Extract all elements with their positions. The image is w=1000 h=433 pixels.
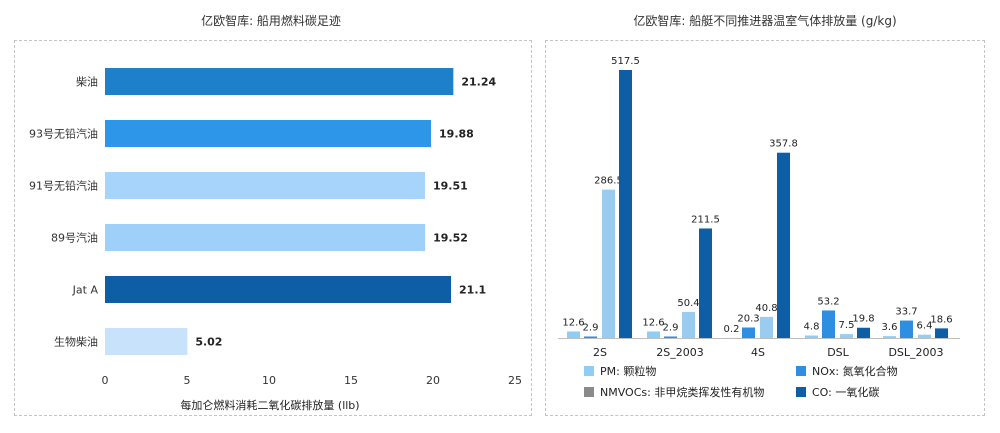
data-label-g1-s2: 50.4 bbox=[677, 298, 699, 309]
legend-swatch-2 bbox=[584, 387, 594, 397]
category-label-4: Jat A bbox=[72, 284, 99, 297]
bar-g0-s1 bbox=[584, 336, 597, 338]
bar-g4-s2 bbox=[918, 334, 931, 338]
legend-label-1: NOx: 氮氧化合物 bbox=[812, 364, 898, 378]
category-label-3: 89号汽油 bbox=[51, 231, 98, 245]
bar-g3-s3 bbox=[857, 327, 870, 338]
legend-swatch-3 bbox=[796, 387, 806, 397]
x-axis-label: 每加仑燃料消耗二氧化碳排放量 (llb) bbox=[180, 398, 359, 412]
legend-label-2: NMVOCs: 非甲烷类挥发性有机物 bbox=[600, 385, 764, 399]
data-label-g3-s2: 7.5 bbox=[839, 320, 855, 331]
bar-3 bbox=[105, 224, 426, 251]
data-label-g2-s2: 40.8 bbox=[755, 303, 777, 314]
data-label-g3-s3: 19.8 bbox=[852, 314, 874, 325]
data-label-g2-s3: 357.8 bbox=[769, 139, 798, 150]
data-label-g4-s3: 18.6 bbox=[930, 314, 952, 325]
value-label-0: 21.24 bbox=[461, 76, 496, 89]
bar-g0-s3 bbox=[619, 70, 632, 338]
bar-g0-s0 bbox=[567, 331, 580, 338]
bar-g1-s2 bbox=[682, 311, 695, 338]
data-label-g1-s3: 211.5 bbox=[691, 214, 720, 225]
left-chart-title: 亿欧智库: 船用燃料碳足迹 bbox=[201, 14, 341, 28]
data-label-g3-s1: 53.2 bbox=[817, 296, 839, 307]
data-label-g4-s1: 33.7 bbox=[895, 307, 917, 318]
bar-g2-s1 bbox=[742, 327, 755, 338]
bar-g3-s0 bbox=[805, 335, 818, 338]
category-label-0: 柴油 bbox=[76, 75, 98, 89]
legend-swatch-1 bbox=[796, 366, 806, 376]
category-label-DSL_2003: DSL_2003 bbox=[888, 346, 943, 359]
bar-1 bbox=[105, 120, 432, 147]
data-label-g1-s1: 2.9 bbox=[663, 322, 679, 333]
data-label-g0-s3: 517.5 bbox=[611, 56, 640, 67]
category-label-4S: 4S bbox=[751, 346, 765, 359]
category-label-2: 91号无铅汽油 bbox=[29, 179, 98, 193]
bar-4 bbox=[105, 276, 452, 303]
category-label-DSL: DSL bbox=[827, 346, 849, 359]
bar-2 bbox=[105, 172, 425, 199]
data-label-g0-s0: 12.6 bbox=[562, 317, 584, 328]
bar-g0-s2 bbox=[602, 189, 615, 338]
x-tick-5: 25 bbox=[508, 374, 522, 387]
right-chart-panel bbox=[545, 40, 985, 416]
right-chart-title: 亿欧智库: 船艇不同推进器温室气体排放量 (g/kg) bbox=[633, 14, 897, 28]
value-label-3: 19.52 bbox=[433, 232, 468, 245]
x-tick-4: 20 bbox=[426, 374, 440, 387]
bar-g4-s3 bbox=[935, 328, 948, 338]
bar-g2-s2 bbox=[760, 316, 773, 338]
bar-g1-s1 bbox=[664, 336, 677, 338]
bar-0 bbox=[105, 68, 454, 95]
value-label-5: 5.02 bbox=[195, 336, 222, 349]
bar-g1-s0 bbox=[647, 331, 660, 338]
data-label-g4-s0: 3.6 bbox=[882, 322, 898, 333]
data-label-g0-s1: 2.9 bbox=[583, 322, 599, 333]
legend-label-3: CO: 一氧化碳 bbox=[812, 385, 879, 399]
data-label-g4-s2: 6.4 bbox=[917, 321, 933, 332]
legend-swatch-0 bbox=[584, 366, 594, 376]
data-label-g1-s0: 12.6 bbox=[642, 317, 664, 328]
data-label-g0-s2: 286.5 bbox=[594, 176, 623, 187]
bar-g4-s0 bbox=[883, 336, 896, 338]
data-label-g2-s0: 0.2 bbox=[724, 324, 740, 335]
bar-g3-s2 bbox=[840, 334, 853, 338]
value-label-4: 21.1 bbox=[459, 284, 486, 297]
bar-5 bbox=[105, 328, 188, 355]
data-label-g3-s0: 4.8 bbox=[804, 322, 820, 333]
bar-g3-s1 bbox=[822, 310, 835, 338]
bar-g1-s3 bbox=[699, 228, 712, 338]
data-label-g2-s1: 20.3 bbox=[737, 313, 759, 324]
value-label-2: 19.51 bbox=[433, 180, 468, 193]
x-tick-0: 0 bbox=[102, 374, 109, 387]
category-label-2S_2003: 2S_2003 bbox=[656, 346, 703, 359]
x-tick-1: 5 bbox=[184, 374, 191, 387]
category-label-1: 93号无铅汽油 bbox=[29, 127, 98, 141]
left-chart-panel bbox=[14, 40, 532, 416]
value-label-1: 19.88 bbox=[439, 128, 474, 141]
category-label-5: 生物柴油 bbox=[54, 335, 98, 349]
bar-g2-s3 bbox=[777, 152, 790, 338]
legend-label-0: PM: 颗粒物 bbox=[600, 364, 656, 378]
x-tick-2: 10 bbox=[262, 374, 276, 387]
category-label-2S: 2S bbox=[593, 346, 607, 359]
x-tick-3: 15 bbox=[344, 374, 358, 387]
bar-g4-s1 bbox=[900, 320, 913, 338]
